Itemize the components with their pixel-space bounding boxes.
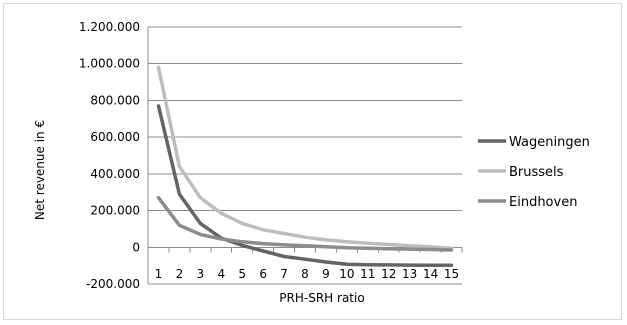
- legend-label-wageningen: Wageningen: [509, 135, 590, 150]
- chart-frame: [3, 3, 622, 320]
- y-tick-label: -200.000: [86, 277, 140, 291]
- x-tick-label: 8: [301, 267, 309, 281]
- x-tick-label: 5: [238, 267, 246, 281]
- legend: Wageningen Brussels Eindhoven: [478, 135, 590, 210]
- y-tick-label: 1.200.000: [79, 20, 140, 34]
- x-tick-label: 14: [423, 267, 438, 281]
- x-tick-label: 15: [444, 267, 459, 281]
- series-line-wageningen: [156, 104, 454, 268]
- x-tick-label: 12: [381, 267, 396, 281]
- y-tick-label: 600.000: [90, 130, 140, 144]
- x-tick-label: 10: [339, 267, 354, 281]
- y-tick-label: 800.000: [90, 93, 140, 107]
- x-tick-label: 4: [217, 267, 225, 281]
- series-line-eindhoven: [156, 195, 454, 252]
- y-tick-labels: -200.000 0 200.000 400.000 600.000 800.000 1.0…: [79, 20, 140, 291]
- x-tick-label: 3: [197, 267, 205, 281]
- x-tick-label: 9: [322, 267, 330, 281]
- gridlines: [147, 26, 462, 285]
- y-tick-label: 0: [132, 240, 140, 254]
- series-line-brussels: [156, 65, 454, 250]
- x-tick-label: 6: [259, 267, 267, 281]
- y-axis-title: Net revenue in €: [33, 120, 47, 220]
- x-axis-title: PRH-SRH ratio: [279, 291, 364, 305]
- x-axis: 1 2 3 4 5 6 7 8 9 10 11 12 13 14 15: [147, 247, 463, 281]
- legend-label-brussels: Brussels: [509, 165, 564, 180]
- x-tick-label: 7: [280, 267, 288, 281]
- x-tick-label: 13: [402, 267, 417, 281]
- series-lines: [156, 65, 454, 268]
- x-tick-label: 1: [155, 267, 163, 281]
- y-tick-label: 200.000: [90, 204, 140, 218]
- x-tick-label: 11: [360, 267, 375, 281]
- y-tick-label: 1.000.000: [79, 57, 140, 71]
- y-tick-label: 400.000: [90, 167, 140, 181]
- legend-label-eindhoven: Eindhoven: [509, 195, 577, 210]
- x-tick-label: 2: [176, 267, 184, 281]
